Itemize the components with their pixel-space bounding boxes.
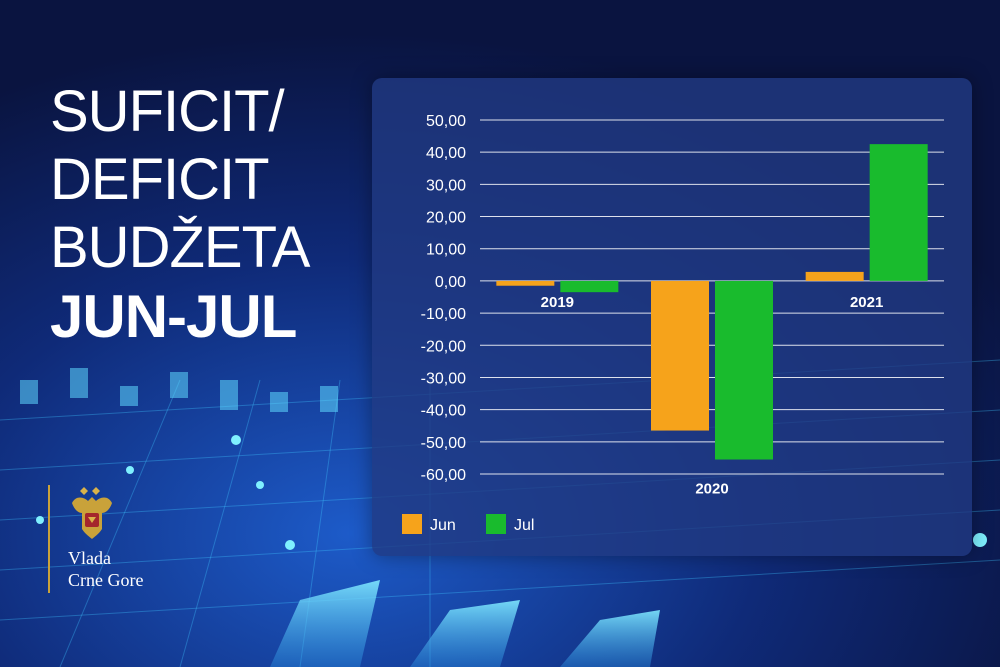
y-tick-label: -10,00 bbox=[421, 306, 466, 323]
title-accent: JUN-JUL bbox=[50, 283, 297, 350]
y-tick-label: -50,00 bbox=[421, 435, 466, 452]
legend-swatch-jun bbox=[402, 514, 422, 534]
y-tick-label: -40,00 bbox=[421, 403, 466, 420]
y-tick-label: -20,00 bbox=[421, 338, 466, 355]
logo-divider bbox=[48, 485, 50, 593]
bar-jun-2021 bbox=[805, 271, 864, 281]
chart-panel: 50,00 40,00 30,00 20,00 10,00 0,00 -10,00 -20,0… bbox=[372, 78, 972, 556]
y-tick-label: 30,00 bbox=[426, 177, 466, 194]
bar-jul-2021 bbox=[869, 144, 928, 281]
y-tick-label: 40,00 bbox=[426, 145, 466, 162]
legend-label-jun: Jun bbox=[430, 517, 456, 534]
bar-chart: 50,00 40,00 30,00 20,00 10,00 0,00 -10,00 -20,0… bbox=[402, 113, 944, 534]
coat-of-arms-icon bbox=[72, 487, 112, 539]
bar-jul-2019 bbox=[560, 280, 619, 293]
bar-jun-2019 bbox=[496, 280, 555, 286]
logo-text-line-2: Crne Gore bbox=[68, 570, 144, 590]
legend-swatch-jul bbox=[486, 514, 506, 534]
y-tick-label: 20,00 bbox=[426, 210, 466, 227]
bar-jun-2020 bbox=[651, 280, 709, 431]
government-logo: Vlada Crne Gore bbox=[48, 485, 218, 595]
y-tick-label: 0,00 bbox=[435, 274, 466, 291]
logo-text-line-1: Vlada bbox=[68, 548, 111, 568]
category-label: 2020 bbox=[695, 481, 728, 498]
title-line-3: BUDŽETA bbox=[50, 215, 310, 280]
title-block: SUFICIT/ DEFICIT BUDŽETA JUN-JUL bbox=[50, 78, 310, 352]
category-label: 2021 bbox=[850, 294, 883, 311]
y-tick-label: -60,00 bbox=[421, 467, 466, 484]
legend-label-jul: Jul bbox=[514, 517, 534, 534]
y-tick-label: 50,00 bbox=[426, 113, 466, 130]
bar-jul-2020 bbox=[715, 280, 773, 460]
title-line-1: SUFICIT/ bbox=[50, 79, 285, 144]
y-tick-label: -30,00 bbox=[421, 370, 466, 387]
category-label: 2019 bbox=[541, 294, 574, 311]
logo-text: Vlada Crne Gore bbox=[68, 547, 143, 591]
title-line-2: DEFICIT bbox=[50, 147, 270, 212]
y-tick-label: 10,00 bbox=[426, 242, 466, 259]
